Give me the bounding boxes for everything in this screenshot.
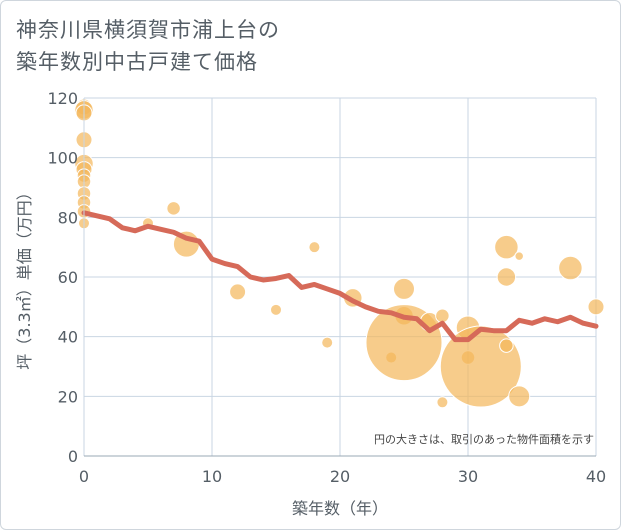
y-tick-label: 20 xyxy=(58,387,78,406)
data-bubble xyxy=(496,267,517,287)
y-tick-label: 0 xyxy=(68,447,78,466)
x-tick-label: 40 xyxy=(586,467,606,486)
y-tick-label: 60 xyxy=(58,268,78,287)
x-tick-label: 0 xyxy=(79,467,89,486)
x-tick-label: 20 xyxy=(330,467,350,486)
data-bubble xyxy=(436,396,449,409)
data-bubble xyxy=(435,308,450,324)
data-bubble xyxy=(166,201,181,216)
x-tick-label: 10 xyxy=(202,467,222,486)
chart-title-line-1: 神奈川県横須賀市浦上台の xyxy=(16,18,280,42)
x-tick-label: 30 xyxy=(458,467,478,486)
axes xyxy=(83,98,596,457)
data-bubble xyxy=(308,241,321,254)
y-tick-label: 80 xyxy=(58,208,78,227)
y-tick-label: 120 xyxy=(47,89,78,108)
bubble-series xyxy=(74,98,605,409)
data-bubble xyxy=(508,385,531,408)
bubble-size-note: 円の大きさは、取引のあった物件面積を示す xyxy=(374,432,594,446)
chart-title-line-2: 築年数別中古戸建て価格 xyxy=(16,50,258,74)
y-tick-label: 100 xyxy=(47,149,78,168)
y-tick-label: 40 xyxy=(58,328,78,347)
y-axis-label: 坪（3.3㎡）単価（万円） xyxy=(15,184,34,369)
data-bubble xyxy=(587,298,605,316)
data-bubble xyxy=(321,336,334,349)
data-bubble xyxy=(558,255,583,281)
average-line-series xyxy=(81,210,599,343)
data-bubble xyxy=(229,283,247,301)
data-bubble xyxy=(494,234,519,260)
chart-title: 神奈川県横須賀市浦上台の 築年数別中古戸建て価格 xyxy=(16,14,280,78)
tick-labels: 0 20 40 60 80 100 120 0 10 20 30 40 xyxy=(47,89,606,486)
data-bubble xyxy=(270,303,282,316)
data-bubble xyxy=(499,338,514,353)
data-bubble xyxy=(514,251,524,261)
average-price-line xyxy=(81,210,599,343)
x-axis-label: 築年数（年） xyxy=(292,499,388,518)
data-bubble xyxy=(393,277,415,300)
